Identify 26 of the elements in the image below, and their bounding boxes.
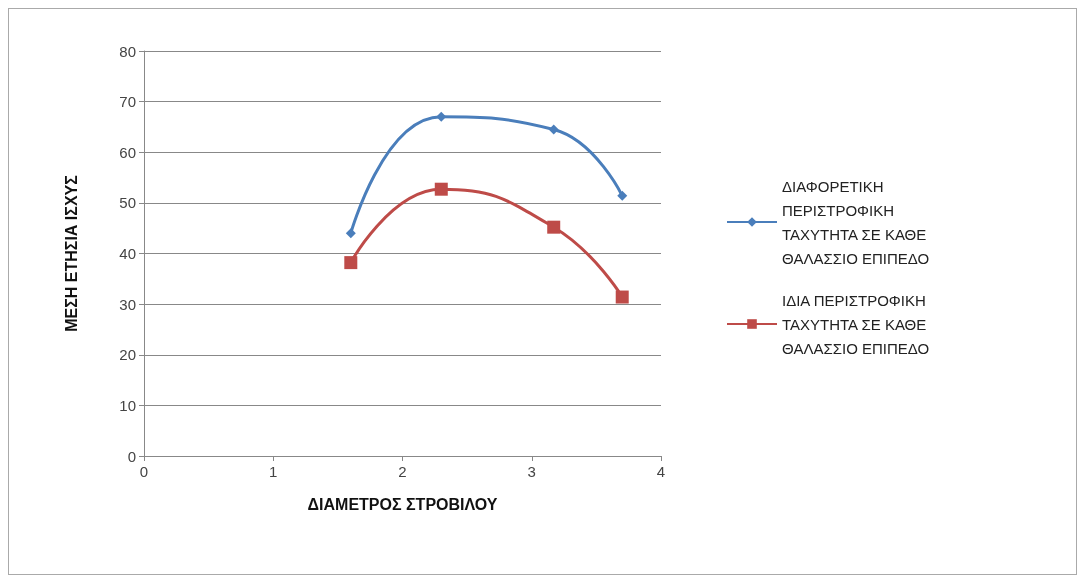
point: [434, 182, 448, 196]
y-tick-label: 60: [119, 143, 136, 161]
point: [615, 290, 629, 304]
y-tick-label: 0: [127, 447, 136, 465]
legend-label: ΙΔΙΑ ΠΕΡΙΣΤΡΟΦΙΚΗ ΤΑΧΥΤΗΤΑ ΣΕ ΚΑΘΕ ΘΑΛΑΣΣΙΟ ΕΠΙΠΕΔΟ: [782, 291, 931, 357]
y-tick-label: 70: [119, 93, 136, 111]
x-tick-label: 1: [269, 463, 278, 480]
x-tick-label: 2: [398, 463, 407, 480]
y-tick-label: 40: [119, 245, 136, 262]
x-tick-label: 3: [527, 463, 536, 480]
legend-label: ΔΙΑΦΟΡΕΤΙΚΗ ΠΕΡΙΣΤΡΟΦΙΚΗ ΤΑΧΥΤΗΤΑ ΣΕ ΚΑΘΕ ΘΑΛΑΣΣΙΟ ΕΠΙΠΕΔΟ: [782, 177, 931, 267]
y-tick-label: 30: [119, 295, 136, 313]
y-axis-title: ΜΕΣΗ ΕΤΗΣΙΑ ΙΣΧΥΣ: [62, 174, 80, 332]
x-tick-label: 4: [656, 463, 666, 480]
point: [547, 220, 561, 234]
point: [617, 190, 628, 201]
y-tick-label: 20: [119, 346, 136, 364]
point: [344, 256, 358, 270]
x-tick-label: 0: [139, 463, 149, 480]
point: [548, 124, 559, 135]
point: [436, 111, 447, 122]
point: [345, 228, 356, 239]
y-tick-label: 50: [119, 194, 136, 212]
y-tick-label: 80: [119, 42, 136, 60]
y-tick-label: 10: [119, 396, 136, 414]
x-axis-title: ΔΙΑΜΕΤΡΟΣ ΣΤΡΟΒΙΛΟΥ: [307, 495, 498, 513]
